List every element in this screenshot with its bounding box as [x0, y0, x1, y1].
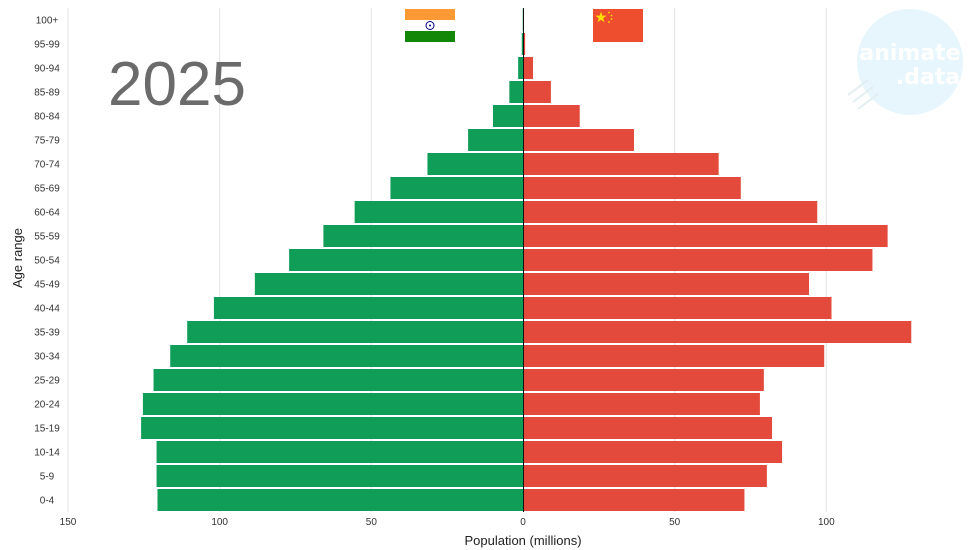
y-tick-label: 0-4: [40, 496, 55, 507]
bar-right-5-9: [523, 465, 767, 487]
bar-left-90-94: [518, 57, 523, 79]
bar-right-70-74: [523, 153, 719, 175]
y-tick-label: 40-44: [34, 304, 60, 315]
bar-left-20-24: [142, 393, 523, 415]
x-axis-label: Population (millions): [464, 533, 581, 548]
y-tick-label: 65-69: [34, 184, 60, 195]
bar-right-20-24: [523, 393, 760, 415]
y-tick-label: 75-79: [34, 136, 60, 147]
india-flag-icon: [405, 9, 455, 42]
bar-left-5-9: [156, 465, 523, 487]
bar-right-40-44: [523, 297, 832, 319]
x-tick-label: 150: [60, 517, 77, 528]
bars: [141, 9, 912, 511]
bar-left-85-89: [509, 81, 523, 103]
bar-left-80-84: [492, 105, 523, 127]
bar-right-50-54: [523, 249, 873, 271]
bar-left-45-49: [254, 273, 523, 295]
y-tick-label: 70-74: [34, 160, 60, 171]
bar-right-85-89: [523, 81, 551, 103]
y-tick-label: 80-84: [34, 112, 60, 123]
bar-left-95-99: [521, 33, 523, 55]
y-tick-label: 35-39: [34, 328, 60, 339]
x-tick-label: 50: [366, 517, 378, 528]
y-tick-label: 25-29: [34, 376, 60, 387]
bar-left-35-39: [187, 321, 523, 343]
bar-right-60-64: [523, 201, 818, 223]
x-tick-label: 50: [669, 517, 681, 528]
bar-left-55-59: [323, 225, 523, 247]
bar-left-40-44: [213, 297, 524, 319]
bar-right-25-29: [523, 369, 764, 391]
y-tick-label: 45-49: [34, 280, 60, 291]
bar-left-10-14: [156, 441, 523, 463]
bar-right-65-69: [523, 177, 741, 199]
bar-right-75-79: [523, 129, 635, 151]
bar-right-80-84: [523, 105, 580, 127]
bar-left-60-64: [354, 201, 523, 223]
bar-right-55-59: [523, 225, 888, 247]
x-tick-label: 0: [520, 517, 526, 528]
year-label: 2025: [108, 50, 246, 119]
bar-left-65-69: [390, 177, 523, 199]
y-tick-labels: 0-4 5-9 10-14 15-19 20-24 25-29 30-34 35-39 40-4…: [34, 16, 60, 507]
logo-text-line1: animate: [859, 41, 960, 66]
bar-left-25-29: [153, 369, 524, 391]
x-tick-label: 100: [211, 517, 228, 528]
y-tick-label: 15-19: [34, 424, 60, 435]
y-tick-label: 5-9: [40, 472, 55, 483]
animate-data-logo: animate .data: [847, 9, 963, 115]
y-tick-label: 85-89: [34, 88, 60, 99]
y-tick-label: 10-14: [34, 448, 60, 459]
y-tick-label: 100+: [36, 16, 59, 27]
bar-right-0-4: [523, 489, 745, 511]
y-tick-label: 55-59: [34, 232, 60, 243]
bar-right-30-34: [523, 345, 825, 367]
y-axis-label: Age range: [10, 228, 25, 288]
bar-left-70-74: [427, 153, 523, 175]
bar-left-30-34: [170, 345, 523, 367]
bar-right-10-14: [523, 441, 783, 463]
x-tick-labels: 150100500501001: [60, 517, 835, 528]
bar-left-50-54: [289, 249, 523, 271]
bar-right-90-94: [523, 57, 534, 79]
bar-right-95-99: [523, 33, 526, 55]
y-tick-label: 50-54: [34, 256, 60, 267]
y-tick-label: 60-64: [34, 208, 60, 219]
y-tick-label: 20-24: [34, 400, 60, 411]
y-tick-label: 30-34: [34, 352, 60, 363]
bar-right-35-39: [523, 321, 912, 343]
bar-left-15-19: [141, 417, 523, 439]
y-tick-label: 90-94: [34, 64, 60, 75]
logo-text-line2: .data: [896, 65, 960, 90]
bar-left-0-4: [157, 489, 523, 511]
bar-right-45-49: [523, 273, 810, 295]
x-tick-label: 100: [818, 517, 835, 528]
y-tick-label: 95-99: [34, 40, 60, 51]
bar-left-75-79: [468, 129, 523, 151]
china-flag-icon: [593, 9, 643, 42]
bar-right-15-19: [523, 417, 773, 439]
